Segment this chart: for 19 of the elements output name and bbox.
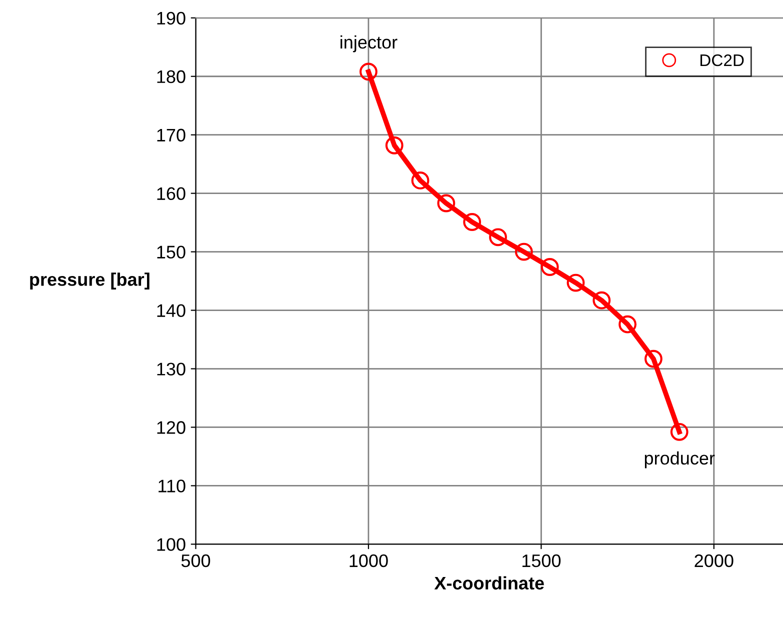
annotation: producer	[644, 451, 715, 468]
x-tick-label: 1000	[350, 554, 388, 568]
x-tick-label: 1500	[522, 554, 561, 568]
y-tick-label: 130	[157, 362, 186, 376]
x-tick-label: 500	[181, 554, 210, 568]
y-tick-label: 160	[157, 187, 186, 200]
y-tick-label: 180	[157, 70, 186, 84]
y-axis-title: pressure [bar]	[30, 272, 150, 290]
x-tick-label: 2000	[694, 554, 734, 568]
y-tick-label: 140	[157, 304, 186, 318]
y-tick-label: 190	[157, 12, 186, 25]
y-tick-label: 150	[157, 246, 186, 259]
y-tick-label: 110	[158, 480, 186, 492]
annotation: injector	[340, 35, 398, 52]
y-tick-label: 120	[157, 421, 186, 434]
y-tick-label: 170	[157, 128, 186, 142]
legend-label: DC2D	[700, 54, 744, 66]
y-tick-label: 100	[157, 538, 186, 551]
x-axis-title: X-coordinate	[434, 576, 544, 590]
